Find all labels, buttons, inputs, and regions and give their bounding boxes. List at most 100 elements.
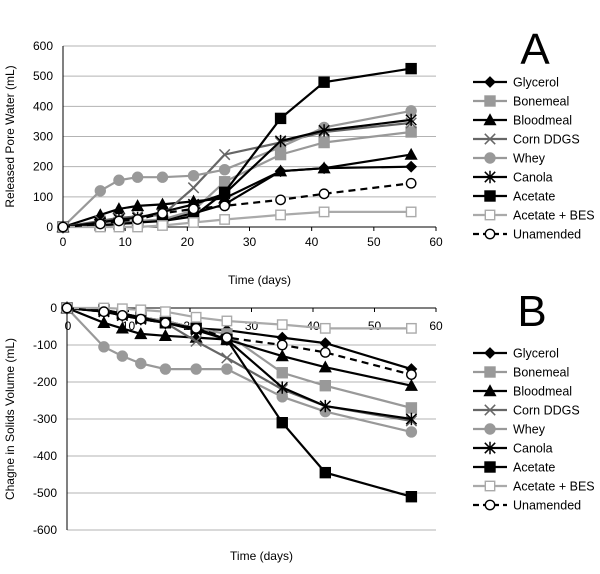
data-point [131,171,144,183]
circle-marker [187,170,200,182]
open-circle-marker [116,309,128,321]
data-point [221,352,233,364]
x-tick-label: 0 [60,235,67,249]
diamond-marker [319,337,332,350]
x-tick-label: 60 [429,235,443,249]
legend-label: Bonemeal [513,95,569,109]
circle-marker [116,350,129,362]
data-point [275,209,286,221]
legend-label: Unamended [513,499,581,513]
square-marker [276,417,288,429]
triangle-marker [483,384,497,397]
legend-item: Corn DDGS [473,133,580,147]
square-marker [405,126,417,138]
square-marker [318,76,330,88]
data-point [274,164,288,177]
data-point [276,367,288,379]
series-line [66,306,412,387]
data-point [94,218,106,230]
square-marker [484,461,496,473]
data-point [190,363,202,375]
legend-marker [484,95,496,107]
data-point [218,148,231,161]
series-line [63,210,412,229]
legend-item: Glycerol [473,76,559,90]
legend-label: Corn DDGS [513,404,580,418]
x-tick-label: 30 [245,319,259,333]
legend-marker [483,113,497,126]
data-point [221,332,233,343]
y-tick-label: 300 [33,130,53,144]
open-circle-marker [57,221,69,233]
x-tick-label: 10 [118,235,132,249]
data-point [135,357,147,370]
square-marker [218,176,231,188]
data-point [190,335,202,348]
y-tick-label: 0 [46,220,53,234]
open-circle-marker [484,228,496,240]
square-marker [218,186,231,199]
data-point [219,200,231,212]
circle-marker [156,171,169,183]
data-point [135,304,147,316]
open-square-marker [157,220,168,231]
circle-marker [221,363,233,375]
legend-marker [484,190,496,202]
x-marker [484,404,496,416]
data-point [188,203,199,215]
open-square-marker [406,322,417,334]
open-square-marker [275,209,286,221]
data-point [156,171,169,183]
legend-label: Bloodmeal [513,114,572,128]
asterisk-marker [484,441,496,455]
legend-label: Acetate [513,190,555,204]
legend: Glycerol Bonemeal Bloodmeal Corn DDGS Whey Ca… [473,76,595,242]
x-tick-label: 30 [243,235,257,249]
x-tick-label: 50 [367,235,381,249]
open-circle-marker [113,215,125,227]
data-point [94,185,107,197]
circle-marker [135,357,147,370]
circle-marker [218,163,231,176]
data-point [318,136,330,149]
data-point [190,311,202,323]
open-square-marker [190,311,202,323]
open-circle-marker [188,203,199,215]
series-whey [61,302,418,438]
circle-marker [405,426,418,438]
legend-item: Glycerol [473,347,559,361]
data-point [318,206,330,218]
open-square-marker [188,217,199,228]
y-tick-label: 200 [33,160,53,174]
data-point [405,491,418,503]
x-tick-label: 20 [181,235,195,249]
legend-item: Bloodmeal [473,384,572,399]
data-point [274,134,287,148]
legend-marker [484,480,496,492]
data-point [98,306,110,318]
data-point [98,341,110,353]
data-point [159,363,172,375]
data-point [405,206,417,218]
circle-marker [113,174,125,186]
triangle-marker [317,161,331,174]
diamond-marker [405,160,418,173]
legend-item: Acetate + BES [473,209,595,223]
open-circle-marker [61,302,73,314]
open-circle-marker [94,218,106,230]
data-point [405,412,418,426]
legend-item: Bonemeal [473,95,569,109]
series-line [66,306,412,376]
data-point [274,112,287,125]
legend-marker [483,384,497,397]
legend-item: Acetate [473,190,555,204]
data-point [319,399,332,413]
open-square-marker [276,319,288,331]
data-point [405,402,418,414]
data-point [221,363,233,375]
series-line [62,153,412,229]
legend-marker [484,133,496,145]
triangle-marker [97,316,111,328]
x-marker [218,148,231,161]
